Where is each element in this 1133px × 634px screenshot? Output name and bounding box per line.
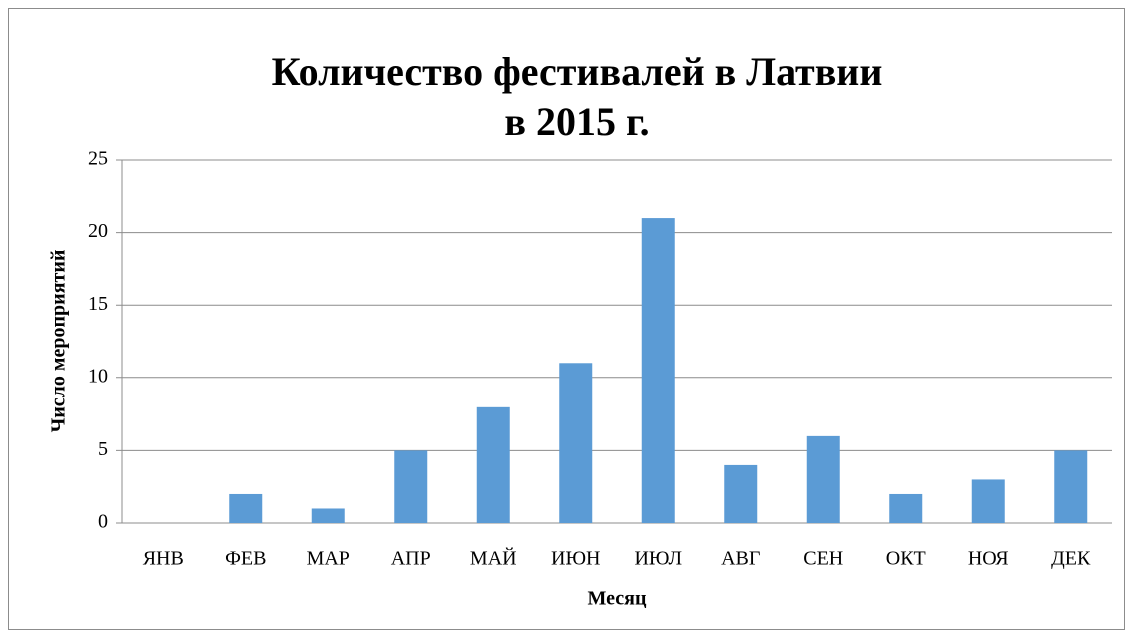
x-tick-label: ОКТ [886,548,926,570]
bar [476,406,510,523]
chart-title: в 2015 г. [504,99,649,144]
x-tick-label: ИЮН [551,548,600,570]
x-tick-label: АПР [391,548,431,570]
x-tick-label: ИЮЛ [634,548,682,570]
bar [1054,450,1088,523]
y-tick-label: 20 [88,220,108,242]
x-tick-label: НОЯ [968,548,1009,570]
bar [806,435,840,523]
y-tick-label: 10 [88,365,108,387]
bar [889,493,923,523]
bar [641,218,675,523]
bar [229,493,263,523]
y-tick-label: 25 [88,148,108,170]
x-tick-label: ФЕВ [225,548,266,570]
bar [559,363,593,523]
chart-border [8,8,1125,630]
y-tick-label: 15 [88,293,108,315]
bar [311,508,345,523]
y-axis-title: Число мероприятий [48,250,70,433]
bar [971,479,1005,523]
x-tick-label: ЯНВ [143,548,184,570]
x-tick-label: СЕН [803,548,843,570]
x-axis-title: Месяц [588,588,647,610]
bar [724,464,758,523]
x-tick-label: ДЕК [1051,548,1091,570]
x-tick-label: МАЙ [470,547,517,570]
x-tick-label: МАР [307,548,350,570]
y-tick-label: 5 [98,438,108,460]
x-tick-label: АВГ [721,548,760,570]
bar [394,450,428,523]
chart-title: Количество фестивалей в Латвии [272,49,883,94]
y-tick-label: 0 [98,511,108,533]
